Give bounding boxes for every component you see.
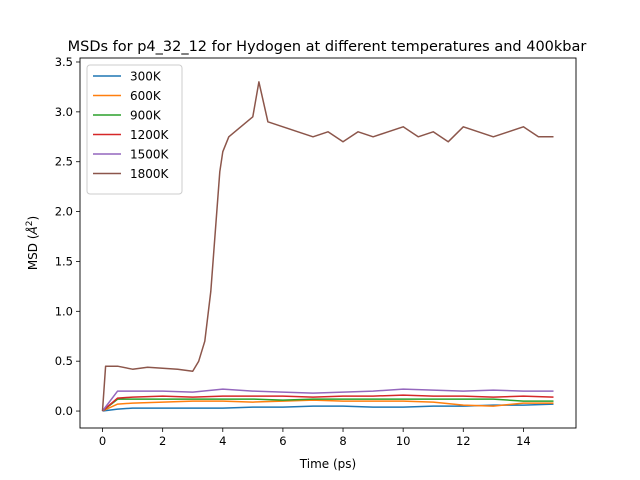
plot-lines — [101, 81, 554, 412]
series-line-600k — [102, 399, 554, 412]
y-axis-label-prefix: MSD ( — [26, 234, 40, 270]
x-axis-label: Time (ps) — [299, 457, 356, 471]
y-axis: 0.0 0.5 1.0 1.5 2.0 2.5 3.0 3.5 — [55, 55, 80, 418]
plot-frame — [79, 57, 577, 429]
legend-label: 600K — [130, 89, 162, 103]
series-line-1500k — [101, 388, 554, 412]
legend-label: 1500K — [130, 148, 170, 162]
y-tick-label: 0.0 — [55, 404, 73, 418]
y-tick-label: 3.0 — [55, 105, 73, 119]
y-axis-label-exponent: 2 — [25, 221, 35, 227]
series-line-900k — [102, 398, 554, 412]
x-tick-label: 2 — [159, 434, 166, 448]
y-tick-label: 2.0 — [55, 205, 73, 219]
y-tick-label: 3.5 — [55, 55, 73, 69]
chart-title: MSDs for p4_32_12 for Hydogen at differe… — [68, 39, 587, 55]
x-tick-label: 10 — [396, 434, 411, 448]
y-tick-label: 2.5 — [55, 155, 73, 169]
y-tick-label: 1.0 — [55, 304, 73, 318]
series-line-1800k — [101, 81, 554, 412]
x-tick-label: 6 — [279, 434, 286, 448]
y-axis-label-unit: Å — [25, 226, 40, 235]
legend-label: 300K — [130, 70, 162, 84]
y-axis-label-suffix: ) — [26, 216, 40, 221]
x-tick-label: 12 — [456, 434, 471, 448]
legend-label: 1800K — [130, 167, 170, 181]
x-tick-label: 14 — [516, 434, 531, 448]
x-axis: 0 2 4 6 8 10 12 14 — [99, 428, 531, 448]
legend-label: 900K — [130, 109, 162, 123]
legend-label: 1200K — [130, 128, 170, 142]
series-line-1200k — [102, 394, 554, 412]
legend: 300K 600K 900K 1200K 1500K 1800K — [86, 64, 183, 195]
x-tick-label: 4 — [219, 434, 226, 448]
legend-box — [86, 64, 183, 195]
x-tick-label: 8 — [339, 434, 346, 448]
y-tick-label: 0.5 — [55, 354, 73, 368]
y-tick-label: 1.5 — [55, 254, 73, 268]
x-tick-label: 0 — [99, 434, 106, 448]
y-axis-label: MSD (Å2) — [25, 216, 40, 270]
